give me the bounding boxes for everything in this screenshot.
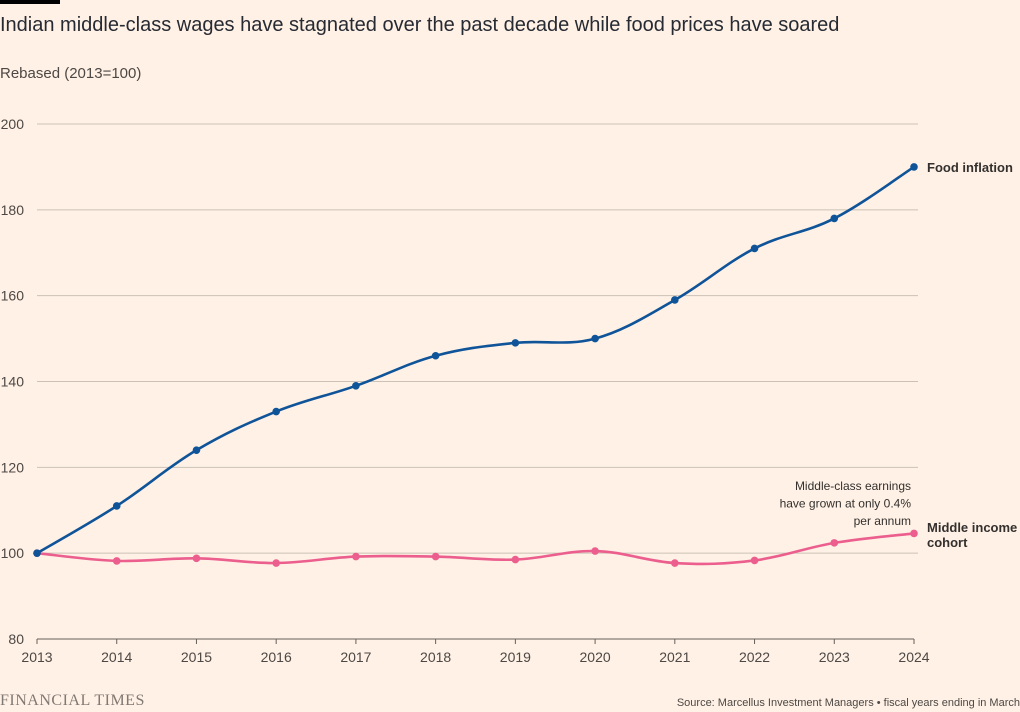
food-inflation-point: [112, 502, 121, 510]
middle-income-cohort-point: [591, 547, 599, 555]
source-note: Source: Marcellus Investment Managers • …: [676, 697, 1020, 709]
x-tick-label: 2017: [340, 649, 371, 665]
x-tick-label: 2022: [739, 649, 770, 665]
x-tick-label: 2015: [181, 649, 212, 665]
chart-title: Indian middle-class wages have stagnated…: [0, 14, 840, 36]
x-tick-label: 2019: [500, 649, 531, 665]
top-accent-bar: [0, 0, 60, 4]
food-inflation-point: [671, 296, 679, 304]
food-inflation-point: [910, 163, 918, 171]
series-label-food-inflation: Food inflation: [927, 160, 1013, 175]
x-tick-label: 2021: [659, 649, 690, 665]
food-inflation-point: [192, 446, 201, 454]
annotation-line: Middle-class earnings: [795, 479, 911, 493]
middle-income-cohort-point: [750, 556, 759, 565]
food-inflation-point: [830, 214, 839, 223]
middle-income-cohort-point: [272, 559, 280, 567]
middle-income-cohort-point: [830, 539, 839, 547]
x-tick-label: 2014: [101, 649, 132, 665]
x-tick-label: 2016: [261, 649, 292, 665]
food-inflation-point: [352, 381, 360, 390]
middle-income-cohort-point: [511, 555, 520, 564]
y-tick-label: 160: [1, 288, 25, 304]
food-inflation-point: [591, 334, 599, 343]
middle-income-cohort-point: [431, 552, 440, 561]
y-tick-label: 180: [1, 202, 25, 218]
y-tick-label: 80: [8, 631, 24, 647]
food-inflation-point: [272, 407, 280, 416]
annotation-line: per annum: [854, 514, 911, 528]
chart-subtitle: Rebased (2013=100): [0, 65, 142, 82]
x-tick-label: 2020: [580, 649, 611, 665]
y-tick-label: 200: [1, 116, 25, 132]
food-inflation-point: [511, 339, 520, 347]
x-tick-label: 2024: [898, 649, 929, 665]
x-tick-label: 2013: [21, 649, 52, 665]
y-tick-label: 100: [1, 545, 25, 561]
middle-income-cohort-point: [352, 552, 360, 561]
middle-income-cohort-point: [671, 559, 679, 567]
series-label-middle-income-cohort: Middle income cohort: [927, 520, 1017, 550]
middle-income-cohort-point: [192, 554, 201, 563]
food-inflation-point: [431, 351, 440, 360]
x-tick-label: 2023: [819, 649, 850, 665]
ft-logo: FINANCIAL TIMES: [0, 692, 145, 709]
food-inflation-point: [750, 244, 759, 253]
y-tick-label: 120: [1, 459, 25, 475]
middle-income-cohort-point: [112, 557, 121, 565]
x-tick-label: 2018: [420, 649, 451, 665]
annotation-line: have grown at only 0.4%: [780, 497, 912, 511]
y-tick-label: 140: [1, 374, 25, 390]
food-inflation-point: [33, 549, 41, 557]
middle-income-cohort-point: [910, 529, 918, 538]
middle-income-cohort-line: [36, 532, 915, 566]
food-inflation-line: [36, 165, 915, 555]
